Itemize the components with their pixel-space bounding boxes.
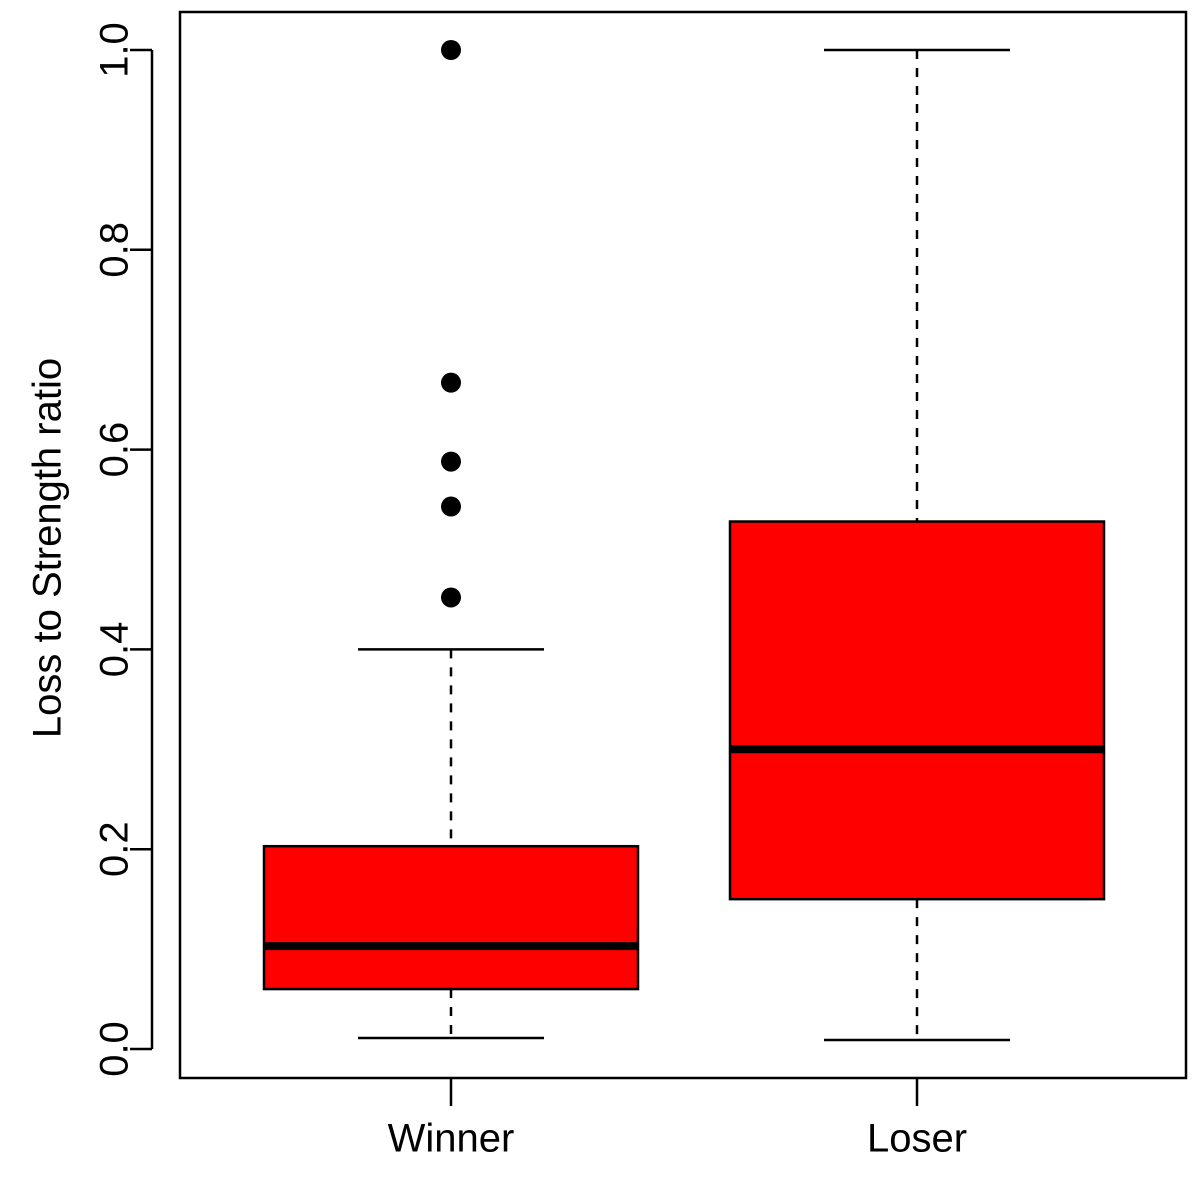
y-tick-label: 0.8 [93,222,137,278]
box-winner [262,40,640,1040]
y-axis: 0.0 0.2 0.4 0.6 0.8 1.0 [93,22,154,1077]
outlier-point [441,496,461,517]
y-tick-label: 0.0 [93,1021,137,1077]
y-tick-label: 0.2 [93,821,137,877]
y-axis-title: Loss to Strength ratio [26,358,70,738]
outlier-point [441,40,461,60]
y-tick-label: 0.6 [93,422,137,478]
outlier-point [441,372,461,393]
y-tick-label: 0.4 [93,622,137,678]
y-tick-label: 1.0 [93,22,137,78]
box-series [262,40,1106,1042]
outlier-point [441,587,461,608]
plot-frame [178,10,1188,1080]
x-axis: Winner Loser [388,1078,967,1161]
outlier-point [441,451,461,472]
box-loser [728,48,1106,1042]
iqr-box [262,844,640,991]
iqr-box [728,520,1106,901]
x-tick-label: Winner [388,1117,515,1161]
x-tick-label: Loser [867,1117,967,1161]
